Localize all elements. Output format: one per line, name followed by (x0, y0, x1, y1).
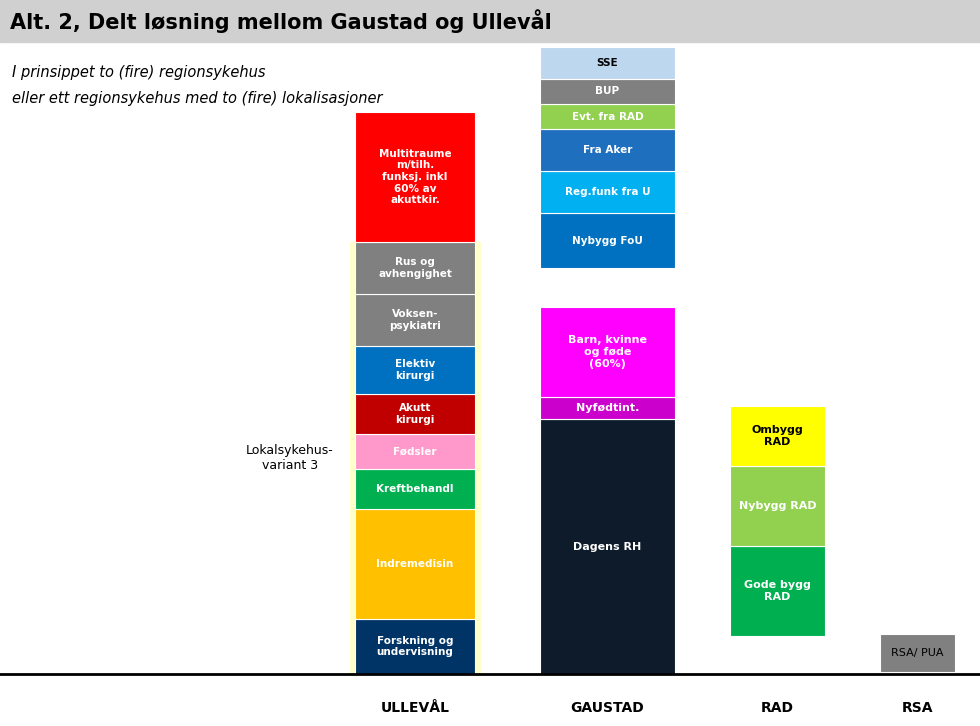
Bar (540, 307, 675, 397)
Bar (540, 104, 675, 129)
Text: SSE: SSE (597, 58, 618, 68)
Bar (350, 242, 480, 674)
Text: RAD: RAD (761, 701, 794, 715)
Bar (540, 79, 675, 104)
Bar (540, 419, 675, 674)
Bar (355, 394, 475, 434)
Text: Evt. fra RAD: Evt. fra RAD (571, 112, 643, 121)
Text: GAUSTAD: GAUSTAD (570, 701, 645, 715)
Text: Forskning og
undervisning: Forskning og undervisning (376, 636, 454, 657)
Text: Ombygg
RAD: Ombygg RAD (752, 425, 804, 446)
Bar (730, 466, 825, 546)
Text: Barn, kvinne
og føde
(60%): Barn, kvinne og føde (60%) (568, 335, 647, 369)
Bar (730, 546, 825, 636)
Text: BUP: BUP (596, 86, 619, 97)
Bar (355, 434, 475, 469)
Bar (730, 406, 825, 466)
Bar (355, 294, 475, 346)
Text: eller ett regionsykehus med to (fire) lokalisasjoner: eller ett regionsykehus med to (fire) lo… (12, 91, 382, 105)
Text: Fra Aker: Fra Aker (583, 145, 632, 155)
Bar (355, 346, 475, 394)
Text: Multitraume
m/tilh.
funksj. inkl
60% av
akuttkir.: Multitraume m/tilh. funksj. inkl 60% av … (378, 149, 452, 205)
Text: Elektiv
kirurgi: Elektiv kirurgi (395, 359, 435, 381)
Bar (355, 112, 475, 242)
Bar (540, 171, 675, 213)
Bar (540, 397, 675, 419)
Text: Akutt
kirurgi: Akutt kirurgi (395, 403, 435, 425)
Bar (0, 0, 980, 42)
Text: I prinsippet to (fire) regionsykehus: I prinsippet to (fire) regionsykehus (12, 65, 266, 80)
Text: Indremedisin: Indremedisin (376, 559, 454, 569)
Bar (355, 619, 475, 674)
Bar (540, 129, 675, 171)
Text: Dagens RH: Dagens RH (573, 542, 642, 552)
Text: Voksen-
psykiatri: Voksen- psykiatri (389, 309, 441, 331)
Text: RSA: RSA (902, 701, 933, 715)
Text: Lokalsykehus-
variant 3: Lokalsykehus- variant 3 (246, 444, 334, 472)
Text: Gode bygg
RAD: Gode bygg RAD (744, 580, 810, 602)
Bar (880, 634, 955, 672)
Bar (355, 242, 475, 294)
Text: Nybygg FoU: Nybygg FoU (572, 235, 643, 245)
Text: Kreftbehandl: Kreftbehandl (376, 484, 454, 494)
Text: Alt. 2, Delt løsning mellom Gaustad og Ullevål: Alt. 2, Delt løsning mellom Gaustad og U… (10, 9, 552, 33)
Bar (540, 213, 675, 268)
Text: ULLEVÅL: ULLEVÅL (380, 701, 450, 715)
Text: RSA/ PUA: RSA/ PUA (891, 648, 944, 658)
Text: Nybygg RAD: Nybygg RAD (739, 501, 816, 511)
Text: Nyfødtint.: Nyfødtint. (576, 403, 639, 413)
Bar (355, 469, 475, 509)
Bar (540, 47, 675, 79)
Bar (355, 509, 475, 619)
Text: Fødsler: Fødsler (393, 446, 437, 457)
Text: Rus og
avhengighet: Rus og avhengighet (378, 257, 452, 279)
Text: Reg.funk fra U: Reg.funk fra U (564, 187, 651, 197)
